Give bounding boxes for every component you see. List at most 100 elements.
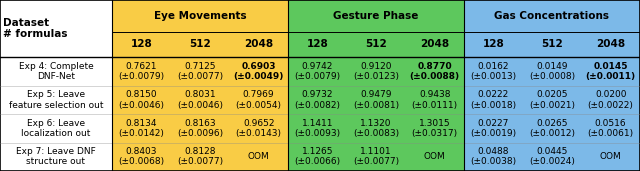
- Text: 1.1411
(±0.0093): 1.1411 (±0.0093): [294, 119, 340, 138]
- Text: 0.0162
(±0.0013): 0.0162 (±0.0013): [470, 62, 516, 81]
- Bar: [0, 86, 112, 114]
- Bar: [288, 86, 347, 114]
- Text: 0.0516
(±0.0061): 0.0516 (±0.0061): [588, 119, 634, 138]
- Bar: [523, 143, 581, 171]
- Text: 0.0145
(±0.0011): 0.0145 (±0.0011): [586, 62, 636, 81]
- Bar: [347, 32, 405, 57]
- Bar: [405, 86, 464, 114]
- Text: OOM: OOM: [600, 152, 621, 161]
- Bar: [229, 57, 288, 86]
- Bar: [523, 86, 581, 114]
- Text: 0.8150
(±0.0046): 0.8150 (±0.0046): [118, 90, 164, 110]
- Bar: [581, 57, 640, 86]
- Text: OOM: OOM: [424, 152, 445, 161]
- Text: Exp 6: Leave
localization out: Exp 6: Leave localization out: [21, 119, 91, 138]
- Text: 0.9742
(±0.0079): 0.9742 (±0.0079): [294, 62, 340, 81]
- Bar: [229, 114, 288, 143]
- Text: 0.0265
(±0.0012): 0.0265 (±0.0012): [529, 119, 575, 138]
- Text: 0.0227
(±0.0019): 0.0227 (±0.0019): [470, 119, 516, 138]
- Bar: [581, 114, 640, 143]
- Bar: [288, 0, 464, 32]
- Text: 0.8134
(±0.0142): 0.8134 (±0.0142): [118, 119, 164, 138]
- Bar: [464, 32, 523, 57]
- Text: 0.8163
(±0.0096): 0.8163 (±0.0096): [177, 119, 223, 138]
- Text: 0.7621
(±0.0079): 0.7621 (±0.0079): [118, 62, 164, 81]
- Text: 512: 512: [541, 40, 563, 49]
- Text: 0.7969
(±0.0054): 0.7969 (±0.0054): [236, 90, 282, 110]
- Bar: [405, 143, 464, 171]
- Text: 1.1320
(±0.0083): 1.1320 (±0.0083): [353, 119, 399, 138]
- Bar: [229, 86, 288, 114]
- Bar: [171, 143, 229, 171]
- Bar: [288, 114, 347, 143]
- Text: 0.8403
(±0.0068): 0.8403 (±0.0068): [118, 147, 164, 167]
- Text: 512: 512: [189, 40, 211, 49]
- Bar: [464, 86, 523, 114]
- Bar: [288, 143, 347, 171]
- Bar: [347, 114, 405, 143]
- Text: Gesture Phase: Gesture Phase: [333, 11, 419, 21]
- Bar: [229, 143, 288, 171]
- Text: 128: 128: [307, 40, 328, 49]
- Text: Dataset
# formulas: Dataset # formulas: [3, 18, 68, 40]
- Bar: [0, 57, 112, 86]
- Text: 0.0488
(±0.0038): 0.0488 (±0.0038): [470, 147, 516, 167]
- Text: 0.8770
(±0.0088): 0.8770 (±0.0088): [410, 62, 460, 81]
- Bar: [171, 57, 229, 86]
- Text: Eye Movements: Eye Movements: [154, 11, 246, 21]
- Bar: [112, 32, 171, 57]
- Text: 0.9732
(±0.0082): 0.9732 (±0.0082): [294, 90, 340, 110]
- Text: 0.6903
(±0.0049): 0.6903 (±0.0049): [234, 62, 284, 81]
- Text: 0.0445
(±0.0024): 0.0445 (±0.0024): [529, 147, 575, 167]
- Bar: [347, 86, 405, 114]
- Bar: [288, 57, 347, 86]
- Bar: [288, 32, 347, 57]
- Bar: [464, 57, 523, 86]
- Bar: [347, 143, 405, 171]
- Bar: [112, 143, 171, 171]
- Text: 0.9438
(±0.0111): 0.9438 (±0.0111): [412, 90, 458, 110]
- Text: 0.9120
(±0.0123): 0.9120 (±0.0123): [353, 62, 399, 81]
- Text: 0.0200
(±0.0022): 0.0200 (±0.0022): [588, 90, 634, 110]
- Text: OOM: OOM: [248, 152, 269, 161]
- Bar: [523, 114, 581, 143]
- Bar: [171, 114, 229, 143]
- Text: 128: 128: [131, 40, 152, 49]
- Text: 0.0149
(±0.0008): 0.0149 (±0.0008): [529, 62, 575, 81]
- Bar: [171, 86, 229, 114]
- Text: 0.7125
(±0.0077): 0.7125 (±0.0077): [177, 62, 223, 81]
- Bar: [171, 32, 229, 57]
- Bar: [0, 0, 112, 57]
- Bar: [347, 57, 405, 86]
- Bar: [464, 0, 640, 32]
- Text: 0.0205
(±0.0021): 0.0205 (±0.0021): [529, 90, 575, 110]
- Text: 128: 128: [483, 40, 504, 49]
- Text: 1.3015
(±0.0317): 1.3015 (±0.0317): [412, 119, 458, 138]
- Bar: [405, 32, 464, 57]
- Bar: [112, 0, 288, 32]
- Bar: [229, 32, 288, 57]
- Text: 0.9652
(±0.0143): 0.9652 (±0.0143): [236, 119, 282, 138]
- Text: 0.8031
(±0.0046): 0.8031 (±0.0046): [177, 90, 223, 110]
- Text: 512: 512: [365, 40, 387, 49]
- Bar: [464, 114, 523, 143]
- Bar: [523, 57, 581, 86]
- Text: Exp 5: Leave
feature selection out: Exp 5: Leave feature selection out: [9, 90, 103, 110]
- Bar: [581, 143, 640, 171]
- Bar: [405, 57, 464, 86]
- Text: 1.1101
(±0.0077): 1.1101 (±0.0077): [353, 147, 399, 167]
- Text: 0.8128
(±0.0077): 0.8128 (±0.0077): [177, 147, 223, 167]
- Text: 2048: 2048: [596, 40, 625, 49]
- Text: 2048: 2048: [420, 40, 449, 49]
- Text: 0.9479
(±0.0081): 0.9479 (±0.0081): [353, 90, 399, 110]
- Text: Exp 7: Leave DNF
structure out: Exp 7: Leave DNF structure out: [16, 147, 96, 167]
- Bar: [112, 86, 171, 114]
- Text: Exp 4: Complete
DNF-Net: Exp 4: Complete DNF-Net: [19, 62, 93, 81]
- Text: 1.1265
(±0.0066): 1.1265 (±0.0066): [294, 147, 340, 167]
- Bar: [464, 143, 523, 171]
- Text: 0.0222
(±0.0018): 0.0222 (±0.0018): [470, 90, 516, 110]
- Bar: [0, 114, 112, 143]
- Bar: [112, 57, 171, 86]
- Text: 2048: 2048: [244, 40, 273, 49]
- Text: Gas Concentrations: Gas Concentrations: [495, 11, 609, 21]
